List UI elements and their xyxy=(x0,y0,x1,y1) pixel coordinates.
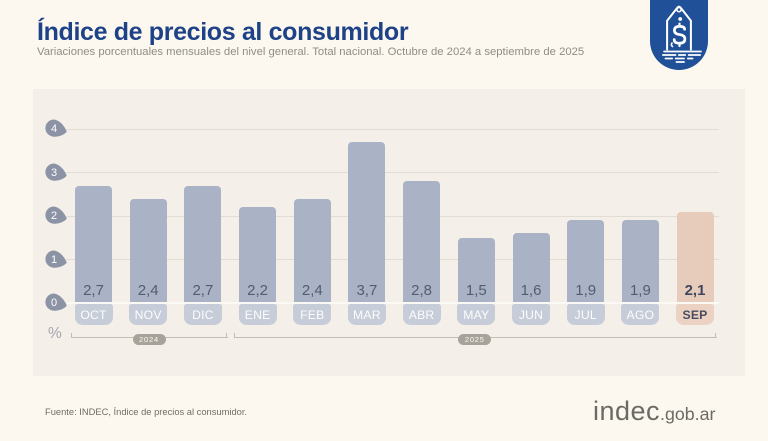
svg-text:3: 3 xyxy=(51,167,57,179)
svg-text:1: 1 xyxy=(51,253,57,265)
svg-text:0: 0 xyxy=(51,297,57,309)
svg-text:2: 2 xyxy=(51,210,57,222)
svg-text:4: 4 xyxy=(51,123,57,135)
